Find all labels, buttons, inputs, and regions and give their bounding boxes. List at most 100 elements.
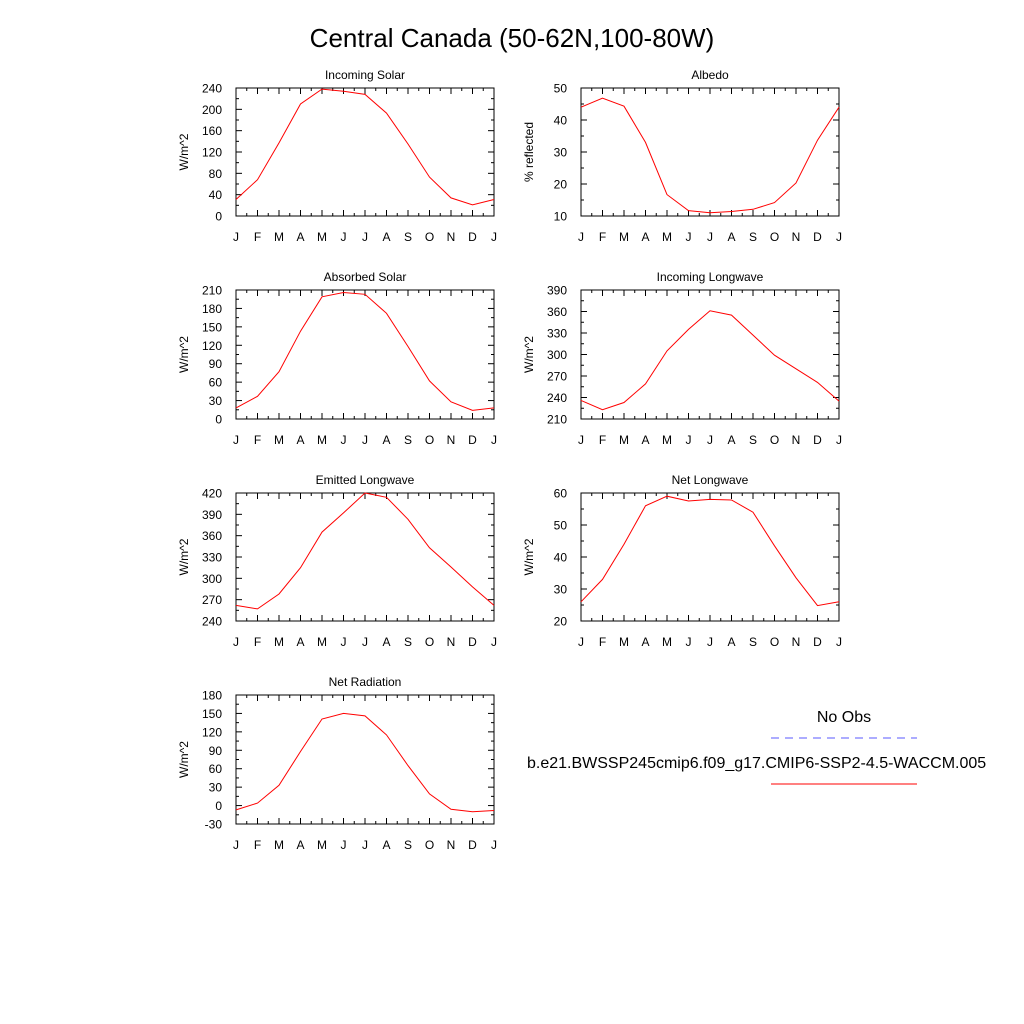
y-axis-label: W/m^2	[177, 133, 191, 170]
x-tick-label: F	[254, 230, 261, 244]
x-tick-label: A	[727, 230, 735, 244]
x-tick-label: M	[274, 230, 284, 244]
y-tick-label: 120	[202, 725, 222, 739]
x-tick-label: J	[362, 230, 368, 244]
x-tick-label: A	[382, 230, 390, 244]
x-tick-label: S	[404, 838, 412, 852]
plot-frame	[235, 492, 495, 622]
y-tick-label: 270	[202, 593, 222, 607]
panel-title: Net Radiation	[329, 675, 402, 689]
x-tick-label: M	[317, 838, 327, 852]
y-tick-label: 60	[554, 487, 568, 501]
y-tick-label: 330	[202, 551, 222, 565]
x-tick-label: N	[447, 230, 456, 244]
x-tick-label: N	[447, 635, 456, 649]
x-tick-label: M	[662, 433, 672, 447]
y-tick-label: 420	[202, 487, 222, 501]
x-tick-label: D	[468, 230, 477, 244]
x-tick-label: O	[425, 838, 434, 852]
y-tick-label: 50	[554, 519, 568, 533]
x-tick-label: D	[813, 433, 822, 447]
x-tick-label: N	[792, 635, 801, 649]
x-tick-label: F	[599, 433, 606, 447]
y-tick-label: 120	[202, 146, 222, 160]
y-tick-label: 20	[554, 178, 568, 192]
y-tick-label: 0	[215, 210, 222, 224]
y-tick-label: 0	[215, 799, 222, 813]
x-tick-label: A	[382, 838, 390, 852]
x-tick-label: O	[770, 635, 779, 649]
x-tick-label: N	[447, 433, 456, 447]
x-tick-label: F	[254, 433, 261, 447]
x-tick-label: D	[468, 635, 477, 649]
x-tick-label: D	[468, 838, 477, 852]
x-tick-label: A	[727, 433, 735, 447]
y-tick-label: 30	[209, 781, 223, 795]
y-axis-label: W/m^2	[177, 336, 191, 373]
x-tick-label: S	[404, 635, 412, 649]
panel-title: Albedo	[691, 68, 729, 82]
x-tick-label: J	[578, 433, 584, 447]
x-tick-label: N	[792, 230, 801, 244]
y-tick-label: 10	[554, 210, 568, 224]
x-tick-label: S	[404, 230, 412, 244]
x-tick-label: F	[599, 635, 606, 649]
y-tick-label: 30	[554, 146, 568, 160]
x-tick-label: N	[792, 433, 801, 447]
x-tick-label: O	[425, 433, 434, 447]
x-tick-label: J	[686, 230, 692, 244]
x-tick-label: M	[274, 838, 284, 852]
panel-title: Incoming Longwave	[657, 270, 764, 284]
y-tick-label: 40	[209, 188, 223, 202]
x-tick-label: O	[770, 230, 779, 244]
y-axis-label: W/m^2	[177, 741, 191, 778]
y-tick-label: 300	[547, 348, 567, 362]
y-tick-label: 240	[547, 391, 567, 405]
y-tick-label: 270	[547, 370, 567, 384]
y-tick-label: 360	[547, 305, 567, 319]
x-tick-label: J	[341, 838, 347, 852]
y-tick-label: 150	[202, 320, 222, 334]
y-tick-label: 180	[202, 689, 222, 703]
series-line	[580, 495, 840, 607]
y-tick-label: 240	[202, 615, 222, 629]
x-tick-label: O	[425, 635, 434, 649]
x-tick-label: M	[317, 230, 327, 244]
x-tick-label: A	[727, 635, 735, 649]
x-tick-label: M	[317, 433, 327, 447]
x-tick-label: J	[578, 230, 584, 244]
x-tick-label: F	[599, 230, 606, 244]
x-tick-label: J	[491, 230, 497, 244]
x-tick-label: J	[233, 230, 239, 244]
x-tick-label: A	[641, 635, 649, 649]
y-axis-label: W/m^2	[177, 538, 191, 575]
x-tick-label: J	[341, 230, 347, 244]
plot-frame	[235, 289, 495, 420]
x-tick-label: J	[707, 230, 713, 244]
x-tick-label: J	[341, 433, 347, 447]
y-axis-label: W/m^2	[522, 538, 536, 575]
y-tick-label: 200	[202, 103, 222, 117]
y-tick-label: 160	[202, 124, 222, 138]
panel-title: Net Longwave	[672, 473, 749, 487]
y-tick-label: 30	[554, 583, 568, 597]
x-tick-label: J	[362, 838, 368, 852]
x-tick-label: S	[749, 635, 757, 649]
y-tick-label: 60	[209, 376, 223, 390]
plot-frame	[580, 87, 840, 217]
x-tick-label: M	[317, 635, 327, 649]
x-tick-label: A	[296, 433, 304, 447]
panel-title: Absorbed Solar	[324, 270, 407, 284]
plot-frame	[235, 694, 495, 825]
y-tick-label: 150	[202, 707, 222, 721]
y-tick-label: 60	[209, 762, 223, 776]
y-tick-label: 50	[554, 82, 568, 96]
x-tick-label: D	[813, 230, 822, 244]
y-tick-label: 30	[209, 394, 223, 408]
